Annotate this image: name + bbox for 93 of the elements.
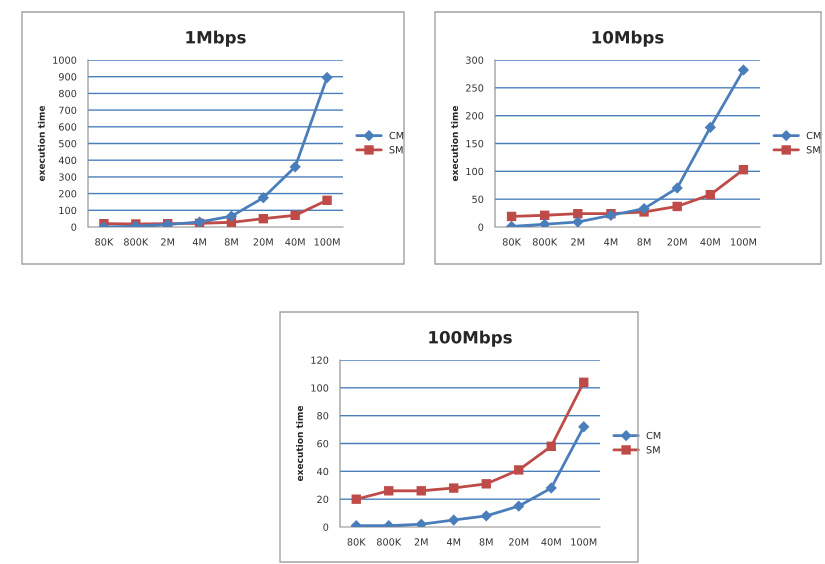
x-tick-label: 80K [95,238,114,246]
y-tick-label: 800 [58,90,76,98]
point [513,500,524,512]
point [290,161,301,172]
x-tick-label: 8M [637,238,650,246]
y-tick-label: 600 [59,123,76,131]
point [480,510,492,522]
point [606,210,616,221]
y-tick-label: 0 [478,223,484,231]
y-tick-label: 60 [317,440,328,448]
point [546,442,556,451]
y-tick-label: 200 [59,190,76,198]
x-tick-label: 2M [161,238,174,246]
legend-label: CM [389,132,404,140]
point [706,190,715,200]
y-tick-label: 150 [466,140,484,148]
point [638,203,650,214]
y-tick-label: 250 [466,84,484,92]
legend-label: CM [646,432,660,440]
point [322,196,332,205]
x-tick-label: 100M [314,238,340,246]
y-tick-label: 300 [466,56,484,64]
point [672,202,682,212]
point [514,465,524,475]
x-tick-label: 800K [376,538,402,546]
y-tick-label: 100 [59,206,76,214]
point [579,378,588,387]
point [738,64,749,76]
legend-label: SM [646,446,660,454]
y-tick-label: 0 [323,523,328,531]
point [322,72,332,83]
y-axis-title: execution time [451,106,458,182]
x-tick-label: 80K [348,538,366,546]
x-tick-label: 20M [254,238,273,246]
y-axis-title: execution time [296,406,304,482]
y-tick-label: 300 [59,173,76,181]
x-tick-label: 800K [124,238,148,246]
y-axis-title: execution time [38,106,45,182]
chart-title: 10Mbps [592,30,664,47]
chart-title: 100Mbps [429,330,512,347]
legend-label: CM [806,132,820,140]
x-tick-label: 100M [571,538,596,546]
x-tick-label: 100M [731,238,756,246]
x-tick-label: 20M [509,538,528,546]
point [226,210,237,222]
x-tick-label: 4M [604,238,618,246]
x-tick-label: 4M [446,538,460,546]
y-tick-label: 100 [466,168,484,176]
point [482,479,491,489]
x-tick-label: 800K [532,238,558,246]
point [704,122,716,133]
x-tick-label: 8M [480,538,493,546]
point [384,486,394,496]
x-tick-label: 2M [414,538,428,546]
point [672,182,683,194]
point [448,514,460,526]
x-tick-label: 40M [541,538,561,546]
y-tick-label: 120 [311,356,328,364]
x-tick-label: 4M [192,238,206,246]
x-tick-label: 20M [668,238,687,246]
y-tick-label: 1000 [53,56,76,64]
y-tick-label: 80 [317,412,328,420]
point [546,482,557,494]
x-tick-label: 40M [700,238,720,246]
y-tick-label: 50 [472,196,484,203]
point [416,486,426,496]
point [258,214,268,224]
y-tick-label: 900 [58,73,76,81]
point [506,212,516,222]
y-tick-label: 400 [58,156,76,164]
point [290,210,300,220]
x-tick-label: 80K [502,238,522,246]
y-tick-label: 20 [317,496,328,503]
point [258,192,269,204]
x-tick-label: 8M [224,238,238,246]
y-tick-label: 0 [71,223,76,231]
x-tick-label: 40M [285,238,305,246]
chart-title: 1Mbps [186,30,246,47]
y-tick-label: 100 [311,384,328,392]
point [540,210,550,220]
y-tick-label: 500 [59,140,76,148]
point [449,483,458,493]
y-tick-label: 700 [59,106,76,114]
legend-label: SM [390,146,403,154]
point [578,421,590,432]
y-tick-label: 200 [466,112,484,120]
legend-label: SM [806,146,820,154]
y-tick-label: 40 [316,468,328,476]
point [573,208,582,218]
point [572,216,584,227]
point [352,494,361,504]
x-tick-label: 2M [571,238,584,246]
point [738,164,748,174]
